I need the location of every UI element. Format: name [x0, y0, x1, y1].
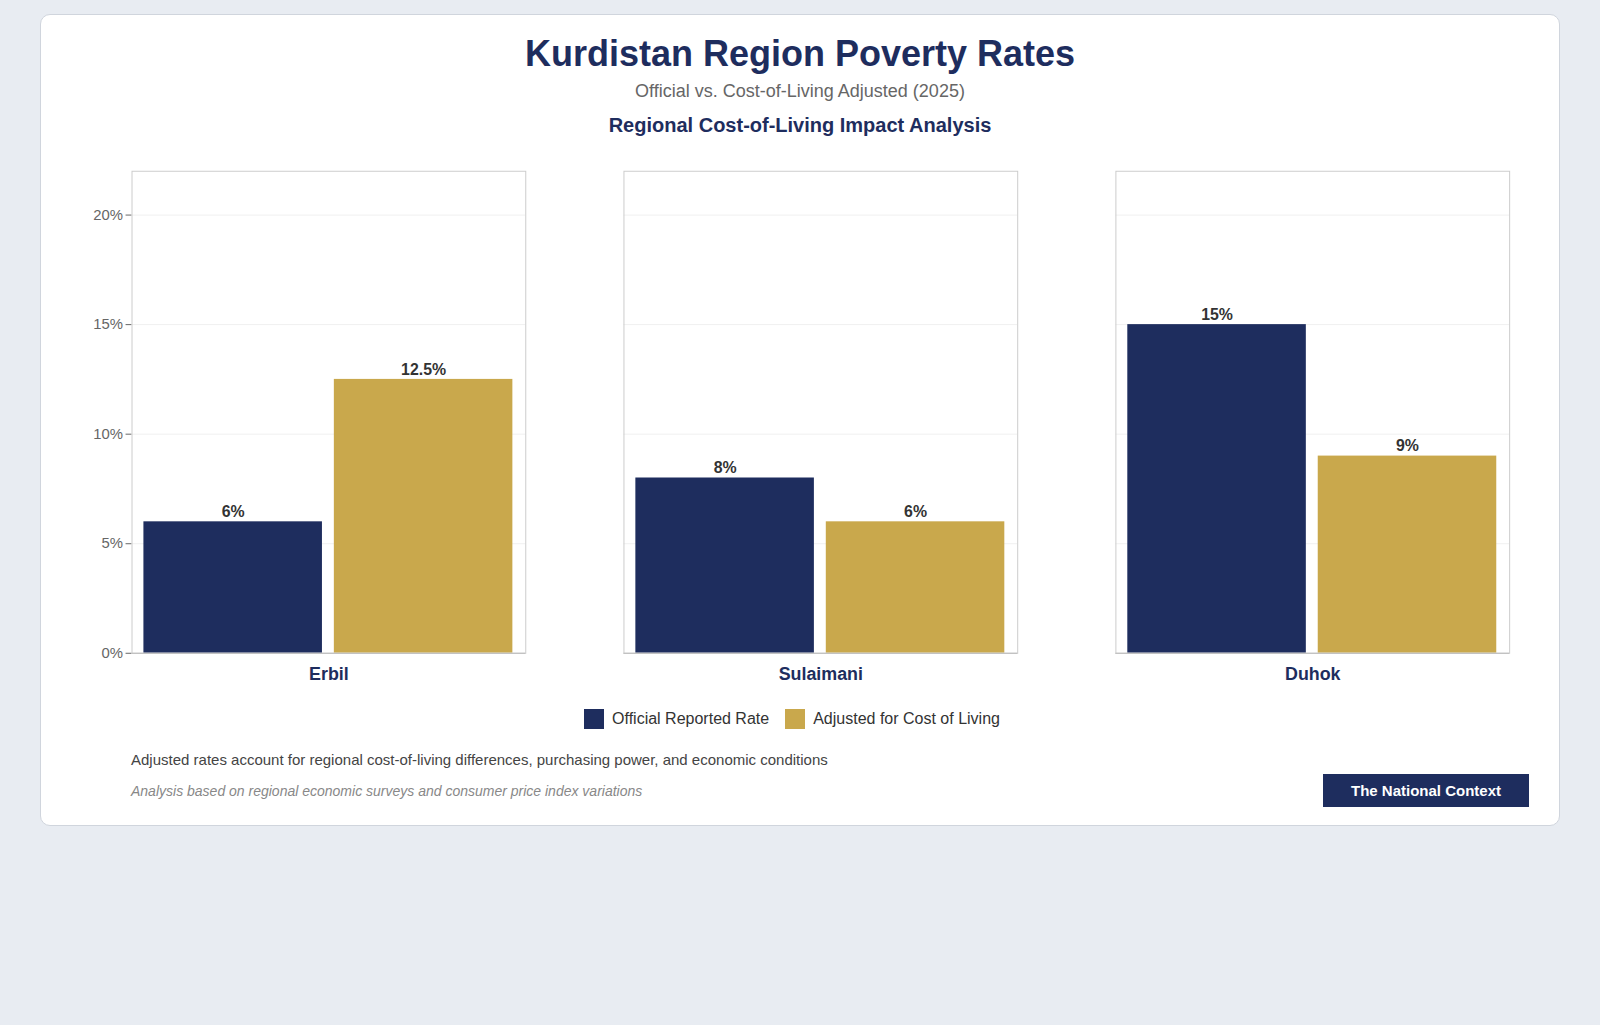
- html-text:Kurdistan Region Poverty Rates: Kurdistan Region Poverty Rates: [524, 33, 1076, 74]
- svg-text:8%: 8%: [714, 459, 737, 476]
- svg-text:Sulaimani: Sulaimani: [779, 664, 863, 684]
- svg-text:15%: 15%: [1201, 306, 1233, 323]
- svg-text:6%: 6%: [904, 503, 927, 520]
- svg-text:20%: 20%: [93, 207, 123, 223]
- html-text:Official vs. Cost-of-Living Ad: Official vs. Cost-of-Living Adjusted (20…: [635, 81, 965, 101]
- svg-text:10%: 10%: [93, 426, 123, 442]
- svg-text:15%: 15%: [93, 316, 123, 332]
- svg-text:Duhok: Duhok: [1285, 664, 1341, 684]
- html-text:Regional Cost-of-Living Impact: Regional Cost-of-Living Impact Analysis: [608, 114, 992, 136]
- svg-text:Erbil: Erbil: [309, 664, 349, 684]
- html-text:Adjusted for Cost of Living: Adjusted for Cost of Living: [813, 709, 1000, 727]
- svg-text:12.5%: 12.5%: [401, 361, 446, 378]
- html-text:The National Context: The National Context: [1351, 782, 1501, 800]
- svg-text:9%: 9%: [1396, 437, 1419, 454]
- svg-text:5%: 5%: [102, 535, 123, 551]
- html-text:Official Reported Rate: Official Reported Rate: [612, 709, 770, 727]
- html-text:Adjusted rates account for reg: Adjusted rates account for regional cost…: [131, 751, 828, 769]
- svg-text:0%: 0%: [102, 645, 123, 661]
- html-text:Analysis based on regional eco: Analysis based on regional economic surv…: [131, 782, 643, 799]
- svg-text:6%: 6%: [222, 503, 245, 520]
